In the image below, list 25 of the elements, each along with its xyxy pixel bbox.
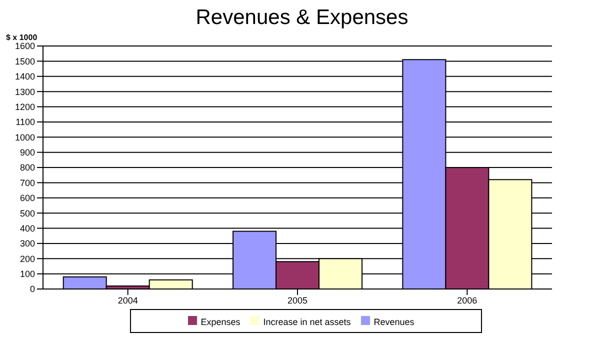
- y-tick-label: 300: [20, 238, 35, 249]
- x-tick-label: 2006: [457, 295, 478, 306]
- y-tick-label: 200: [20, 254, 35, 264]
- y-tick-label: 400: [20, 223, 35, 234]
- x-tick-label: 2005: [287, 295, 308, 306]
- legend-label: Revenues: [374, 317, 414, 327]
- y-tick-label: 1200: [14, 102, 35, 112]
- y-tick-label: 500: [20, 208, 35, 218]
- legend-label: Increase in net assets: [263, 317, 351, 327]
- chart-title: Revenues & Expenses: [194, 6, 410, 30]
- y-tick-label: 1600: [14, 41, 35, 52]
- y-tick-label: 1100: [16, 117, 35, 128]
- legend-label: Expenses: [200, 317, 240, 327]
- y-tick-label: 1400: [14, 72, 35, 82]
- y-axis-title: $ x 1000: [6, 33, 38, 42]
- y-tick-label: 1300: [14, 86, 35, 97]
- y-tick-label: 1000: [14, 132, 35, 142]
- y-tick-label: 0: [30, 284, 35, 294]
- y-tick-label: 700: [20, 178, 35, 188]
- y-tick-label: 900: [20, 148, 35, 158]
- y-tick-label: 600: [20, 193, 35, 204]
- y-tick-label: 1500: [14, 56, 35, 66]
- y-tick-label: 100: [20, 269, 35, 280]
- y-tick-label: 800: [20, 162, 35, 173]
- x-tick-label: 2004: [118, 295, 138, 306]
